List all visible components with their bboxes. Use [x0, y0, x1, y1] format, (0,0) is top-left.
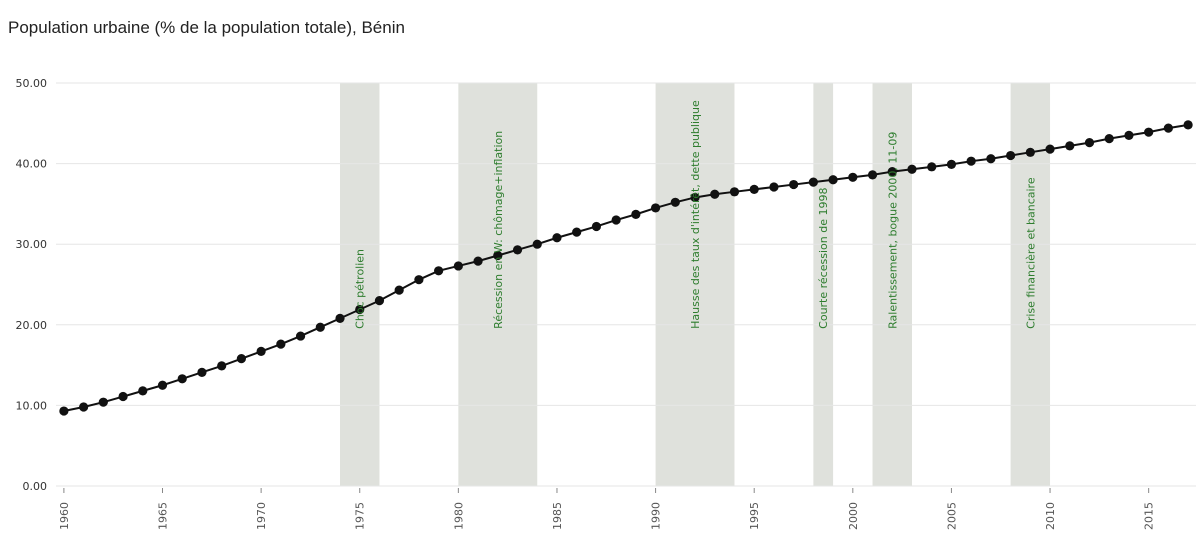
data-point [414, 275, 424, 285]
x-tick-label: 2005 [945, 502, 958, 530]
data-point [1104, 134, 1114, 144]
band-label: Hausse des taux d'intérêt, dette publiqu… [689, 100, 702, 329]
data-point [966, 156, 976, 166]
data-point [394, 285, 404, 295]
data-point [1006, 150, 1016, 161]
x-tick-label: 1970 [255, 502, 268, 530]
series-line [63, 123, 1189, 413]
data-point [98, 397, 108, 407]
data-point [197, 367, 207, 377]
data-point [118, 391, 128, 402]
data-point [690, 192, 700, 203]
data-point [1124, 130, 1134, 140]
data-point [1144, 127, 1154, 137]
data-point [138, 386, 148, 396]
data-point [59, 406, 69, 416]
data-point [512, 245, 523, 255]
data-point [670, 197, 680, 207]
y-tick-label: 0.00 [23, 480, 48, 493]
data-point [473, 256, 483, 266]
data-point [867, 170, 878, 180]
data-point [631, 209, 641, 219]
x-tick-label: 1975 [354, 502, 367, 530]
recession-band [872, 83, 912, 486]
y-tick-label: 10.00 [16, 399, 48, 412]
data-point [986, 154, 996, 164]
recession-band [340, 83, 380, 486]
x-tick-label: 1985 [551, 502, 564, 530]
y-tick-label: 50.00 [16, 77, 48, 90]
data-point [1025, 147, 1035, 157]
x-tick-label: 1960 [58, 502, 71, 530]
series-points-layer [59, 120, 1193, 416]
data-point [453, 261, 463, 271]
data-point [710, 189, 720, 199]
x-tick-label: 2000 [847, 502, 860, 530]
data-point [552, 233, 562, 243]
data-point [374, 296, 385, 306]
x-tick-label: 2010 [1044, 502, 1057, 530]
x-axis-ticks: 1960 1965 1970 1975 1980 1985 1990 1995 2000 2005… [58, 488, 1156, 530]
chart-title: Population urbaine (% de la population t… [8, 18, 405, 37]
data-point [848, 172, 858, 182]
band-labels: Choc pétrolien Récession en W: chômage+in… [354, 100, 1038, 329]
data-point [236, 354, 246, 364]
series-line-layer [63, 123, 1189, 413]
x-tick-label: 1995 [748, 502, 761, 530]
y-axis-ticks: 0.00 10.00 20.00 30.00 40.00 50.00 [16, 77, 48, 493]
data-point [493, 250, 503, 261]
data-point [335, 313, 345, 323]
recession-band [655, 83, 735, 486]
data-point [591, 221, 602, 232]
y-tick-label: 40.00 [16, 158, 48, 171]
x-tick-label: 1980 [452, 502, 465, 530]
data-point [769, 182, 779, 192]
data-point [749, 184, 759, 194]
data-point [650, 203, 661, 213]
data-point [729, 187, 740, 197]
grid-lines [56, 82, 1196, 487]
data-point [1045, 144, 1055, 154]
x-tick-label: 2015 [1143, 502, 1156, 530]
data-point [828, 175, 838, 185]
data-point [789, 179, 799, 190]
data-point [572, 227, 582, 237]
data-point [434, 266, 444, 276]
band-label: Récession en W: chômage+inflation [492, 131, 505, 329]
data-point [808, 177, 818, 187]
data-point [217, 361, 227, 371]
data-point [611, 215, 621, 225]
data-point [157, 380, 168, 390]
band-label: Crise financière et bancaire [1024, 177, 1037, 329]
band-label: Ralentissement, bogue 2000, 11-09 [886, 132, 899, 329]
data-point [907, 164, 917, 174]
recession-band [813, 83, 834, 486]
x-tick-label: 1990 [650, 502, 663, 530]
band-label: Courte récession de 1998 [817, 188, 830, 329]
data-point [1163, 123, 1173, 133]
data-point [177, 374, 187, 384]
recession-band [458, 83, 538, 486]
data-point [927, 162, 937, 172]
data-point [79, 402, 89, 412]
data-point [1183, 120, 1193, 130]
y-tick-label: 20.00 [16, 319, 48, 332]
data-point [532, 239, 542, 249]
data-point [355, 304, 365, 315]
y-tick-label: 30.00 [16, 238, 48, 251]
data-point [887, 167, 897, 177]
data-point [276, 339, 286, 349]
data-point [1065, 141, 1075, 151]
data-point [1084, 138, 1095, 148]
data-point [295, 331, 306, 341]
x-tick-label: 1965 [157, 502, 170, 530]
data-point [256, 346, 266, 356]
data-point [315, 322, 325, 332]
band-label: Choc pétrolien [354, 249, 367, 329]
data-point [946, 159, 957, 170]
